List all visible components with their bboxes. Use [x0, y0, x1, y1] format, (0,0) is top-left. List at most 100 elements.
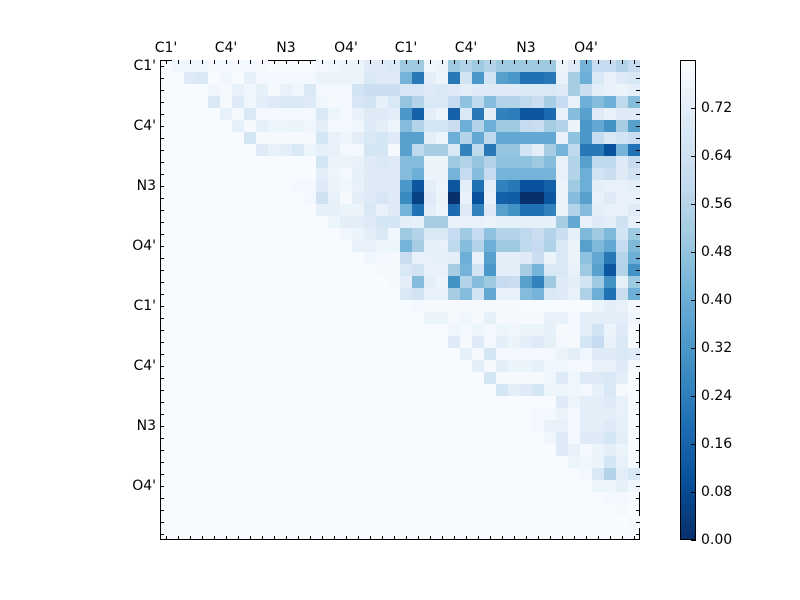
- heatmap-cell: [604, 84, 616, 96]
- axis-tick: [334, 536, 335, 540]
- heatmap-cell: [436, 276, 448, 288]
- x-tick-label: O4': [574, 40, 598, 56]
- heatmap-cell: [568, 420, 580, 432]
- heatmap-cell: [556, 384, 568, 396]
- heatmap-cell: [520, 132, 532, 144]
- heatmap-cell: [568, 72, 580, 84]
- heatmap-cell: [316, 168, 328, 180]
- heatmap-cell: [244, 84, 256, 96]
- heatmap-cell: [556, 432, 568, 444]
- y-tick-label: N3: [136, 418, 156, 434]
- heatmap-cell: [448, 180, 460, 192]
- heatmap-cell: [424, 288, 436, 300]
- heatmap-cell: [424, 252, 436, 264]
- heatmap-cell: [580, 216, 592, 228]
- heatmap-cell: [472, 60, 484, 72]
- heatmap-cell: [592, 96, 604, 108]
- axis-tick: [636, 450, 640, 451]
- heatmap-cell: [448, 120, 460, 132]
- heatmap-cell: [508, 180, 520, 192]
- heatmap-cell: [472, 132, 484, 144]
- heatmap-cell: [580, 240, 592, 252]
- colorbar-tick-label: 0.08: [701, 484, 733, 500]
- heatmap-cell: [544, 360, 556, 372]
- heatmap-cell: [496, 360, 508, 372]
- heatmap-cell: [592, 288, 604, 300]
- heatmap-cell: [364, 72, 376, 84]
- heatmap-cell: [616, 72, 628, 84]
- axis-tick: [262, 536, 263, 540]
- heatmap-cell: [388, 216, 400, 228]
- heatmap-cell: [412, 192, 424, 204]
- heatmap-cell: [412, 132, 424, 144]
- heatmap-cell: [520, 276, 532, 288]
- heatmap-cell: [292, 144, 304, 156]
- axis-tick: [382, 536, 383, 540]
- heatmap-cell: [292, 108, 304, 120]
- heatmap-cell: [604, 480, 616, 492]
- heatmap-cell: [592, 192, 604, 204]
- heatmap-cell: [604, 192, 616, 204]
- heatmap-cell: [604, 384, 616, 396]
- heatmap-cell: [460, 120, 472, 132]
- heatmap-cell: [508, 60, 520, 72]
- heatmap-cell: [592, 432, 604, 444]
- heatmap-cell: [580, 456, 592, 468]
- heatmap-cell: [448, 276, 460, 288]
- heatmap-cell: [604, 288, 616, 300]
- heatmap-cell: [604, 264, 616, 276]
- axis-tick: [430, 536, 431, 540]
- heatmap-cell: [424, 60, 436, 72]
- colorbar-tick-label: 0.56: [701, 196, 733, 212]
- heatmap-cell: [508, 372, 520, 384]
- heatmap-cell: [580, 120, 592, 132]
- axis-tick: [160, 90, 164, 91]
- axis-tick: [160, 426, 164, 427]
- heatmap-cell: [616, 132, 628, 144]
- heatmap-cell: [328, 96, 340, 108]
- heatmap-cell: [592, 204, 604, 216]
- heatmap-cell: [232, 60, 244, 72]
- axis-tick: [190, 536, 191, 540]
- axis-tick: [562, 60, 563, 64]
- heatmap-cell: [508, 360, 520, 372]
- heatmap-cell: [424, 108, 436, 120]
- heatmap-cell: [556, 156, 568, 168]
- axis-tick: [636, 318, 640, 319]
- axis-tick: [334, 60, 335, 64]
- heatmap-cell: [580, 264, 592, 276]
- heatmap-cell: [520, 348, 532, 360]
- x-tick-label: C1': [394, 40, 418, 56]
- heatmap-cell: [616, 156, 628, 168]
- heatmap-cell: [508, 312, 520, 324]
- heatmap-cell: [616, 312, 628, 324]
- heatmap-cell: [592, 336, 604, 348]
- heatmap-cell: [496, 348, 508, 360]
- heatmap-cell: [484, 240, 496, 252]
- heatmap-cell: [508, 96, 520, 108]
- heatmap-cell: [532, 360, 544, 372]
- heatmap-cell: [256, 72, 268, 84]
- axis-tick: [478, 60, 479, 64]
- heatmap-cell: [484, 144, 496, 156]
- heatmap-cell: [376, 96, 388, 108]
- axis-tick: [346, 60, 347, 64]
- axis-tick: [636, 498, 640, 499]
- heatmap-cell: [496, 192, 508, 204]
- heatmap-cell: [460, 156, 472, 168]
- heatmap-cell: [580, 180, 592, 192]
- heatmap-cell: [472, 168, 484, 180]
- axis-tick: [160, 342, 164, 343]
- heatmap-cell: [604, 168, 616, 180]
- heatmap-cell: [520, 324, 532, 336]
- heatmap-cell: [628, 468, 640, 480]
- heatmap-cell: [280, 96, 292, 108]
- heatmap-cell: [556, 216, 568, 228]
- heatmap-cell: [496, 60, 508, 72]
- heatmap-cell: [244, 120, 256, 132]
- heatmap-cell: [556, 96, 568, 108]
- heatmap-cell: [376, 108, 388, 120]
- heatmap-cell: [400, 72, 412, 84]
- y-tick-label: O4': [132, 478, 156, 494]
- heatmap-cell: [376, 180, 388, 192]
